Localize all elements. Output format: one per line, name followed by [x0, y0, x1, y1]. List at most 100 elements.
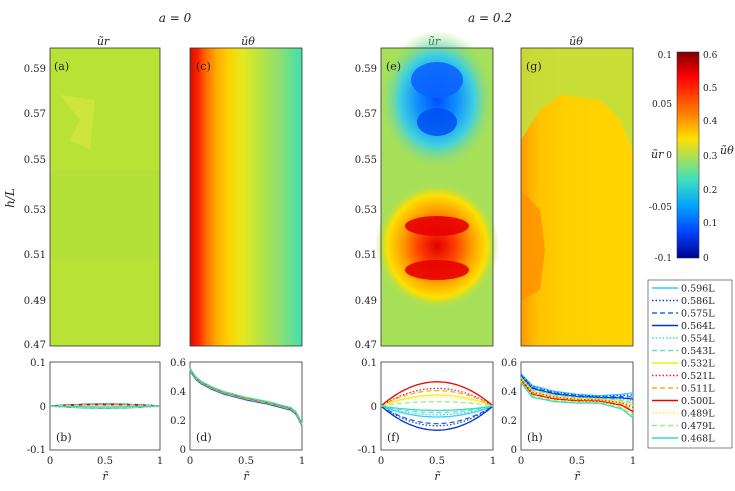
panel-f-curve-9 [380, 381, 494, 407]
panel-h-curves [520, 373, 634, 419]
panel-e-red-core1 [405, 216, 469, 236]
panel-g-label: (g) [526, 60, 542, 73]
ytick-049-right: 0.49 [355, 296, 377, 307]
panel-h-curve-6 [520, 377, 634, 406]
cb-ut-tick-5: 0.1 [703, 219, 717, 229]
panel-h-curve-2 [520, 374, 634, 398]
panel-f-curve-12 [380, 405, 494, 412]
ytick-053: 0.53 [24, 205, 46, 216]
ytick-f-bot: -0.1 [358, 445, 377, 456]
xtick-h-0: 0 [518, 456, 524, 467]
ytick-051-right: 0.51 [355, 250, 377, 261]
colorbar-gradient [676, 51, 700, 259]
legend-label-12: 0.468L [681, 434, 715, 445]
legend-label-2: 0.575L [681, 309, 715, 320]
panel-f-curve-7 [380, 387, 494, 407]
panel-g-left-orange [521, 190, 545, 300]
panel-e-label: (e) [386, 60, 401, 73]
ytick-d-02: 0.2 [170, 416, 186, 427]
bottom-xticks: 0 0.5 1 0 0.5 1 0 0.5 1 0 0.5 1 r̃ r̃ r̃… [47, 456, 636, 483]
xtick-d-05: 0.5 [238, 456, 254, 467]
cb-ut-tick-1: 0.5 [703, 84, 718, 94]
ytick-055: 0.55 [24, 155, 46, 166]
ytick-f-top: 0.1 [361, 358, 377, 369]
legend-label-8: 0.511L [681, 384, 715, 395]
panel-g-contour: (g) [520, 47, 634, 347]
ytick-059-right: 0.59 [355, 64, 377, 75]
panel-e-blue-core2 [417, 108, 457, 136]
panel-f: (f) [380, 361, 494, 451]
ytick-h-04: 0.4 [501, 387, 517, 398]
legend-label-4: 0.554L [681, 334, 715, 345]
panel-f-label: (f) [387, 431, 400, 444]
panel-a-label: (a) [54, 60, 69, 73]
cb-ur-tick-1: 0.05 [652, 100, 672, 110]
panel-f-curve-6 [380, 394, 494, 407]
panel-d-curve-9 [189, 368, 303, 425]
ytick-047-right: 0.47 [355, 340, 377, 351]
legend-label-11: 0.479L [681, 421, 715, 432]
panel-e-red-core2 [405, 260, 469, 280]
panel-d-curves [189, 367, 303, 427]
header-utheta-a02: ũθ [569, 35, 583, 48]
top-yticks: 0.59 0.57 0.55 0.53 0.51 0.49 0.47 0.59 … [24, 64, 377, 351]
panel-d-curve-11 [189, 367, 303, 425]
panel-d-label: (d) [196, 431, 212, 444]
panel-h-frame [520, 361, 634, 451]
legend-box [647, 279, 733, 449]
panel-b: (b) [49, 361, 161, 451]
panel-e-frame [380, 47, 494, 347]
panel-a-band [50, 170, 160, 260]
panel-e-red-outer [375, 182, 499, 310]
xtick-b-0: 0 [47, 456, 53, 467]
panel-d-curve-10 [189, 368, 303, 425]
yaxis-label-hl: h/L [3, 188, 17, 208]
ytick-d-04: 0.4 [170, 387, 186, 398]
panel-h-curve-3 [520, 375, 634, 400]
legend-label-7: 0.521L [681, 371, 715, 382]
legend-label-1: 0.586L [681, 296, 715, 307]
panel-d-curve-12 [189, 367, 303, 424]
ytick-049: 0.49 [24, 296, 46, 307]
panel-f-curve-1 [380, 405, 494, 427]
legend-label-3: 0.564L [681, 321, 715, 332]
ytick-053-right: 0.53 [355, 205, 377, 216]
ytick-b-mid: 0 [40, 402, 46, 413]
panel-h-curve-1 [520, 374, 634, 397]
ytick-055-right: 0.55 [355, 155, 377, 166]
cb-ur-tick-2: 0 [666, 151, 672, 161]
panel-h-curve-8 [520, 379, 634, 410]
cb-ut-tick-3: 0.3 [703, 152, 718, 162]
xtick-d-0: 0 [187, 456, 193, 467]
ytick-057-right: 0.57 [355, 109, 377, 120]
cb-ur-tick-0: 0.1 [658, 51, 672, 61]
panel-f-curve-4 [380, 405, 494, 416]
cb-ut-tick-6: 0 [703, 254, 709, 264]
ytick-b-top: 0.1 [30, 358, 46, 369]
header-ur-a0: ũr [97, 35, 110, 48]
panel-b-label: (b) [56, 431, 72, 444]
xtick-b-1: 1 [157, 456, 163, 467]
cb-ut-tick-0: 0.6 [703, 51, 718, 61]
xtick-d-1: 1 [299, 456, 305, 467]
cb-ut-tick-4: 0.2 [703, 186, 717, 196]
xlabel-f: r̃ [434, 470, 440, 483]
xlabel-h: r̃ [574, 470, 580, 483]
bottom-yticks: 0.1 0 -0.1 0.6 0.4 0.2 0 0.1 0 -0.1 0.6 … [27, 358, 517, 456]
xtick-h-05: 0.5 [569, 456, 585, 467]
xlabel-b: r̃ [102, 470, 108, 483]
ytick-h-0: 0 [511, 445, 517, 456]
header-utheta-a0: ũθ [241, 35, 255, 48]
panel-f-curve-2 [380, 405, 494, 425]
cb-ut-tick-2: 0.4 [703, 117, 718, 127]
xtick-f-1: 1 [490, 456, 496, 467]
ytick-051: 0.51 [24, 250, 46, 261]
colorbar: ũr ũθ 0.1 0.05 0 -0.05 -0.1 0.6 0.5 0.4 … [649, 51, 734, 264]
xtick-b-05: 0.5 [97, 456, 113, 467]
panel-h-curve-11 [520, 381, 634, 417]
legend-label-5: 0.543L [681, 346, 715, 357]
panel-a-frame [49, 47, 161, 347]
ytick-d-06: 0.6 [170, 358, 186, 369]
panel-g-top-green [521, 48, 633, 150]
panel-d: (d) [189, 361, 303, 451]
